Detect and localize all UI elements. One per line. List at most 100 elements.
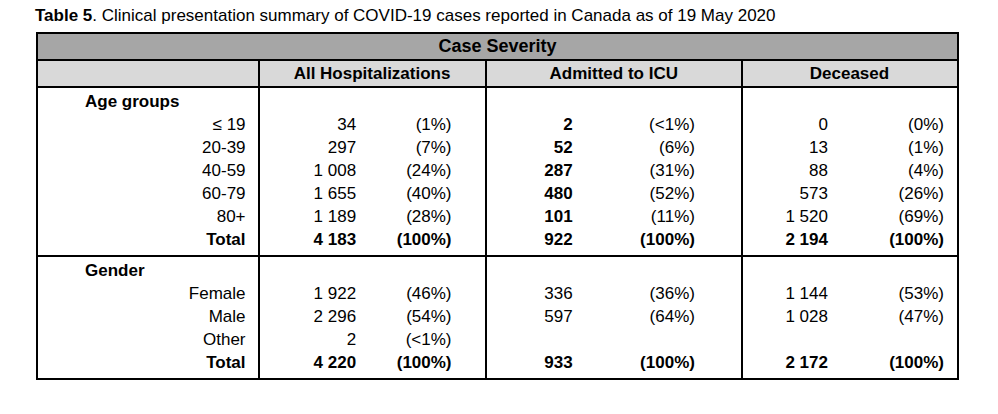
percent-value <box>828 259 957 282</box>
count-value: 573 <box>742 182 828 205</box>
hospitalizations-cell: 4 183(100%) <box>259 228 486 251</box>
gender-section: Gender Female 1 922(46%) 336(36%) 1 144(… <box>38 255 957 378</box>
count-value <box>742 90 828 113</box>
percent-value: (1%) <box>828 136 957 159</box>
count-value: 2 172 <box>742 351 828 374</box>
percent-value: (1%) <box>356 113 485 136</box>
count-value: 1 028 <box>742 305 828 328</box>
table-row: Male 2 296(54%) 597(64%) 1 028(47%) <box>38 305 957 328</box>
deceased-cell: 0(0%) <box>742 113 957 136</box>
percent-value: (31%) <box>573 159 742 182</box>
percent-value: (100%) <box>356 228 485 251</box>
table-caption-number: Table 5 <box>35 6 92 25</box>
count-value: 1 144 <box>742 282 828 305</box>
table-row: Female 1 922(46%) 336(36%) 1 144(53%) <box>38 282 957 305</box>
count-value: 597 <box>486 305 573 328</box>
deceased-cell: 88(4%) <box>742 159 957 182</box>
row-label: Other <box>38 328 259 351</box>
hospitalizations-cell: 1 008(24%) <box>259 159 486 182</box>
percent-value: (36%) <box>573 282 742 305</box>
percent-value <box>573 328 742 351</box>
count-value <box>742 328 828 351</box>
count-value: 13 <box>742 136 828 159</box>
count-value: 1 520 <box>742 205 828 228</box>
count-value <box>486 90 573 113</box>
count-value: 1 189 <box>259 205 357 228</box>
table-row: Other 2(<1%) <box>38 328 957 351</box>
count-value: 1 008 <box>259 159 357 182</box>
table-main-header: Case Severity <box>38 34 957 61</box>
count-value: 1 655 <box>259 182 357 205</box>
percent-value <box>573 90 742 113</box>
percent-value: (47%) <box>828 305 957 328</box>
percent-value: (46%) <box>356 282 485 305</box>
percent-value <box>828 90 957 113</box>
count-value: 2 296 <box>259 305 357 328</box>
table-caption-text: . Clinical presentation summary of COVID… <box>92 6 775 25</box>
table-row: Total 4 183(100%) 922(100%) 2 194(100%) <box>38 228 957 251</box>
column-divider <box>485 61 487 378</box>
count-value <box>742 259 828 282</box>
count-value: 1 922 <box>259 282 357 305</box>
row-label: 80+ <box>38 205 259 228</box>
deceased-cell <box>742 90 957 113</box>
count-value <box>259 259 357 282</box>
icu-cell: 52(6%) <box>486 136 742 159</box>
percent-value: (0%) <box>828 113 957 136</box>
percent-value: (100%) <box>573 228 742 251</box>
deceased-cell: 573(26%) <box>742 182 957 205</box>
hospitalizations-cell: 2(<1%) <box>259 328 486 351</box>
count-value <box>259 90 357 113</box>
percent-value: (100%) <box>828 228 957 251</box>
percent-value <box>356 90 485 113</box>
hospitalizations-cell: 2 296(54%) <box>259 305 486 328</box>
icu-cell <box>486 90 742 113</box>
case-severity-table: Case Severity All Hospitalizations Admit… <box>36 32 959 380</box>
table-column-headers: All Hospitalizations Admitted to ICU Dec… <box>38 61 957 88</box>
percent-value: (11%) <box>573 205 742 228</box>
table-row: 20-39 297(7%) 52(6%) 13(1%) <box>38 136 957 159</box>
count-value: 0 <box>742 113 828 136</box>
column-divider <box>258 61 260 378</box>
table-row: 40-59 1 008(24%) 287(31%) 88(4%) <box>38 159 957 182</box>
percent-value: (<1%) <box>573 113 742 136</box>
row-label: 20-39 <box>38 136 259 159</box>
column-header-icu: Admitted to ICU <box>486 61 742 86</box>
icu-cell: 480(52%) <box>486 182 742 205</box>
percent-value <box>828 328 957 351</box>
deceased-cell: 2 194(100%) <box>742 228 957 251</box>
count-value: 922 <box>486 228 573 251</box>
count-value: 287 <box>486 159 573 182</box>
hospitalizations-cell: 4 220(100%) <box>259 351 486 374</box>
percent-value: (100%) <box>828 351 957 374</box>
percent-value: (54%) <box>356 305 485 328</box>
row-label: 40-59 <box>38 159 259 182</box>
deceased-cell: 1 520(69%) <box>742 205 957 228</box>
deceased-cell: 13(1%) <box>742 136 957 159</box>
icu-cell: 597(64%) <box>486 305 742 328</box>
icu-cell: 933(100%) <box>486 351 742 374</box>
count-value: 336 <box>486 282 573 305</box>
hospitalizations-cell: 1 189(28%) <box>259 205 486 228</box>
deceased-cell: 1 028(47%) <box>742 305 957 328</box>
count-value: 2 <box>259 328 357 351</box>
percent-value: (53%) <box>828 282 957 305</box>
percent-value: (100%) <box>356 351 485 374</box>
percent-value: (28%) <box>356 205 485 228</box>
percent-value: (26%) <box>828 182 957 205</box>
icu-cell: 336(36%) <box>486 282 742 305</box>
count-value: 933 <box>486 351 573 374</box>
age-groups-section: Age groups ≤ 19 34(1%) 2(<1%) 0(0%) 20-3… <box>38 88 957 255</box>
percent-value: (52%) <box>573 182 742 205</box>
column-header-deceased: Deceased <box>742 61 957 86</box>
row-label: 60-79 <box>38 182 259 205</box>
count-value: 297 <box>259 136 357 159</box>
count-value <box>486 259 573 282</box>
count-value <box>486 328 573 351</box>
section-label: Age groups <box>38 90 259 113</box>
table-row: 80+ 1 189(28%) 101(11%) 1 520(69%) <box>38 205 957 228</box>
hospitalizations-cell: 1 922(46%) <box>259 282 486 305</box>
row-label: ≤ 19 <box>38 113 259 136</box>
deceased-cell: 1 144(53%) <box>742 282 957 305</box>
percent-value <box>356 259 485 282</box>
